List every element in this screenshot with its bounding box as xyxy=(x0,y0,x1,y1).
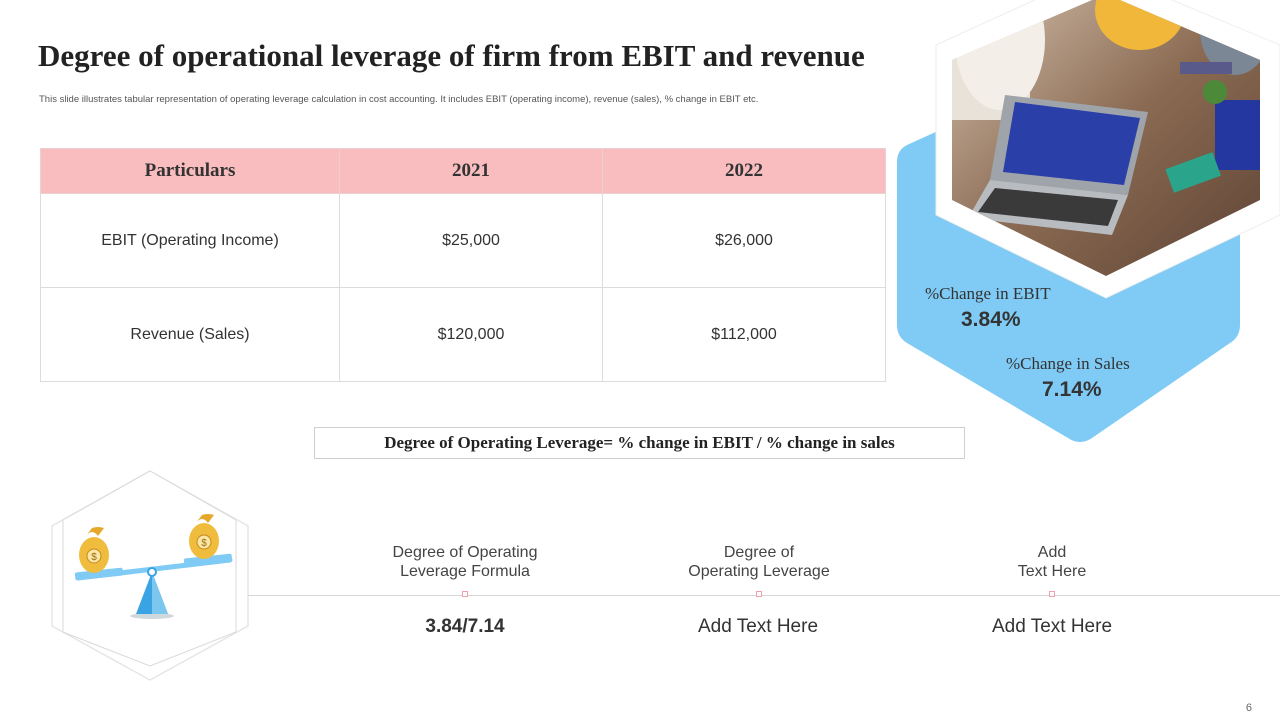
step-value: Add Text Here xyxy=(697,616,819,637)
page-subtitle: This slide illustrates tabular represent… xyxy=(39,94,759,105)
hexagon-graphic xyxy=(897,0,1280,442)
timeline-line xyxy=(248,595,1280,596)
cell-2021: $25,000 xyxy=(339,193,603,288)
leverage-table: Particulars 2021 2022 EBIT (Operating In… xyxy=(40,148,886,382)
ebit-change-label: %Change in EBIT xyxy=(925,284,1051,303)
timeline-marker xyxy=(756,591,762,597)
table-row: EBIT (Operating Income) $25,000 $26,000 xyxy=(40,193,886,288)
timeline-marker xyxy=(1049,591,1055,597)
cell-2021: $120,000 xyxy=(339,287,603,382)
scale-hexagon: $ $ xyxy=(51,470,249,681)
cell-2022: $112,000 xyxy=(602,287,886,382)
svg-text:$: $ xyxy=(91,552,97,563)
balance-scale-icon xyxy=(74,553,233,619)
cell-2022: $26,000 xyxy=(602,193,886,288)
table-header-row: Particulars 2021 2022 xyxy=(40,148,886,194)
step-title: Degree of Operating Leverage xyxy=(688,544,830,580)
formula-box: Degree of Operating Leverage= % change i… xyxy=(314,427,965,459)
step-title: Add Text Here xyxy=(1017,544,1087,580)
timeline-marker xyxy=(462,591,468,597)
sales-change-value: 7.14% xyxy=(1042,378,1102,401)
cell-particular: Revenue (Sales) xyxy=(40,287,340,382)
page-number: 6 xyxy=(1245,702,1252,714)
header-particulars: Particulars xyxy=(40,148,340,194)
page-title: Degree of operational leverage of firm f… xyxy=(38,38,865,73)
sales-change-label: %Change in Sales xyxy=(1006,354,1130,373)
money-bag-icon: $ xyxy=(79,527,109,573)
cell-particular: EBIT (Operating Income) xyxy=(40,193,340,288)
step-value: Add Text Here xyxy=(991,616,1113,637)
svg-text:$: $ xyxy=(201,538,207,549)
step-value: 3.84/7.14 xyxy=(425,616,505,637)
header-2021: 2021 xyxy=(339,148,603,194)
ebit-change-value: 3.84% xyxy=(961,308,1021,331)
step-title: Degree of Operating Leverage Formula xyxy=(392,544,538,580)
header-2022: 2022 xyxy=(602,148,886,194)
table-row: Revenue (Sales) $120,000 $112,000 xyxy=(40,287,886,382)
money-bag-icon: $ xyxy=(189,514,219,559)
